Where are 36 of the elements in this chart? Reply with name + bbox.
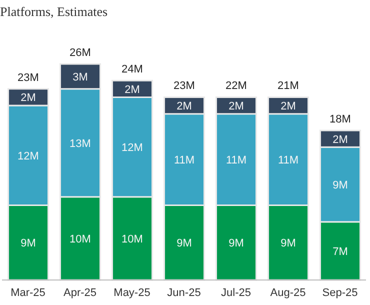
- data-label: 3M: [72, 71, 88, 84]
- chart-title: Platforms, Estimates: [0, 4, 108, 20]
- data-label: 2M: [124, 84, 140, 96]
- x-tick-label: Apr-25: [63, 286, 97, 299]
- data-label: 10M: [70, 233, 91, 246]
- data-label: 9M: [280, 238, 296, 250]
- x-tick-label: May-25: [114, 286, 150, 299]
- data-label: 9M: [176, 238, 192, 250]
- total-label: 18M: [330, 113, 351, 126]
- data-label: 9M: [20, 238, 36, 250]
- data-label: 2M: [228, 100, 244, 113]
- x-tick-label: Jun-25: [167, 286, 201, 299]
- data-label: 2M: [332, 134, 348, 146]
- total-label: 23M: [18, 72, 39, 84]
- x-tick-label: Mar-25: [10, 286, 46, 299]
- data-label: 12M: [18, 150, 39, 162]
- x-tick-label: Aug-25: [270, 286, 306, 299]
- total-label: 23M: [174, 80, 195, 92]
- data-label: 11M: [174, 154, 195, 167]
- total-label: 21M: [278, 80, 299, 92]
- data-label: 9M: [332, 179, 348, 192]
- data-label: 7M: [332, 246, 348, 258]
- data-label: 12M: [122, 142, 143, 154]
- data-label: 2M: [280, 100, 296, 113]
- data-label: 13M: [70, 138, 91, 150]
- data-label: 2M: [176, 100, 192, 113]
- data-label: 11M: [278, 154, 299, 167]
- x-tick-label: Sep-25: [322, 286, 358, 299]
- total-label: 26M: [70, 47, 91, 59]
- total-label: 22M: [226, 80, 247, 92]
- data-label: 2M: [20, 92, 36, 104]
- data-label: 10M: [122, 233, 143, 246]
- total-label: 24M: [122, 64, 143, 76]
- data-label: 9M: [228, 238, 244, 250]
- data-label: 11M: [226, 154, 247, 167]
- x-tick-label: Jul-25: [221, 286, 251, 299]
